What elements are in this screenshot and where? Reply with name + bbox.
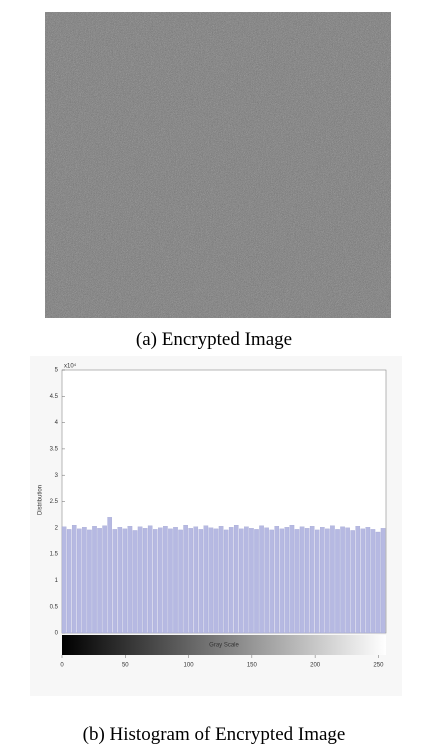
- bar: [280, 529, 284, 633]
- x-tick-label: 50: [122, 663, 129, 669]
- y-tick-label: 0.5: [50, 604, 59, 610]
- y-tick-label: 2.5: [50, 499, 59, 505]
- bar: [168, 529, 172, 633]
- bar: [194, 527, 198, 633]
- bar: [239, 529, 243, 633]
- caption-a: (a) Encrypted Image: [136, 329, 292, 350]
- bar: [113, 529, 117, 633]
- bar: [371, 529, 375, 633]
- bar: [249, 528, 253, 633]
- bar: [320, 527, 324, 633]
- bar: [351, 530, 355, 633]
- bar: [189, 528, 193, 633]
- bar: [138, 527, 142, 633]
- bar: [143, 528, 147, 633]
- x-tick-label: 150: [247, 663, 258, 669]
- bar: [158, 528, 162, 633]
- bar: [133, 530, 137, 633]
- bar: [229, 527, 233, 633]
- bar: [184, 525, 188, 633]
- bar: [87, 530, 91, 633]
- bar: [219, 526, 223, 633]
- bar: [178, 530, 182, 633]
- bar: [376, 532, 380, 633]
- bar: [290, 525, 294, 633]
- bar: [103, 526, 107, 633]
- bar: [330, 526, 334, 633]
- bar: [118, 527, 122, 633]
- bar: [361, 529, 365, 633]
- y-tick-label: 1.5: [50, 552, 59, 558]
- bar: [340, 527, 344, 633]
- bar: [97, 528, 101, 633]
- bar: [265, 528, 269, 633]
- bar: [214, 529, 218, 633]
- y-tick-label: 3.5: [50, 446, 59, 452]
- bar: [62, 527, 66, 633]
- x-tick-label: 200: [310, 663, 321, 669]
- bar: [173, 527, 177, 633]
- x-axis-label: Gray Scale: [209, 643, 239, 649]
- bar: [92, 526, 96, 633]
- y-axis-label: Distribution: [38, 485, 44, 515]
- bar: [366, 527, 370, 633]
- bar: [123, 529, 127, 633]
- x-tick-label: 250: [373, 663, 384, 669]
- bar: [335, 529, 339, 633]
- bar: [204, 526, 208, 633]
- bar: [77, 529, 81, 633]
- x-tick-label: 100: [184, 663, 195, 669]
- bar: [128, 526, 132, 633]
- bar: [270, 530, 274, 633]
- bar: [346, 528, 350, 633]
- bar: [254, 529, 258, 633]
- bar: [275, 526, 279, 633]
- figure-page: (a) Encrypted Image Gray Scale Distribut…: [0, 0, 425, 749]
- bar: [209, 528, 213, 633]
- bar: [67, 529, 71, 633]
- bar: [199, 529, 203, 633]
- bar: [72, 525, 76, 633]
- bar: [259, 526, 263, 633]
- bar: [82, 527, 86, 633]
- bar: [315, 530, 319, 633]
- bar: [310, 526, 314, 633]
- bar: [153, 529, 157, 633]
- bar: [234, 525, 238, 633]
- bar: [163, 526, 167, 633]
- caption-b: (b) Histogram of Encrypted Image: [83, 724, 346, 745]
- bar: [300, 527, 304, 633]
- bar: [381, 528, 385, 633]
- bar: [285, 527, 289, 633]
- encrypted-image-noise: [45, 12, 391, 318]
- bar: [295, 529, 299, 633]
- bar: [244, 527, 248, 633]
- y-tick-label: 4.5: [50, 394, 59, 400]
- bar: [108, 517, 112, 633]
- bar: [325, 529, 329, 633]
- bar: [148, 526, 152, 633]
- bar: [224, 530, 228, 633]
- bar: [356, 526, 360, 633]
- bar: [305, 528, 309, 633]
- y-multiplier: x10⁴: [64, 363, 77, 370]
